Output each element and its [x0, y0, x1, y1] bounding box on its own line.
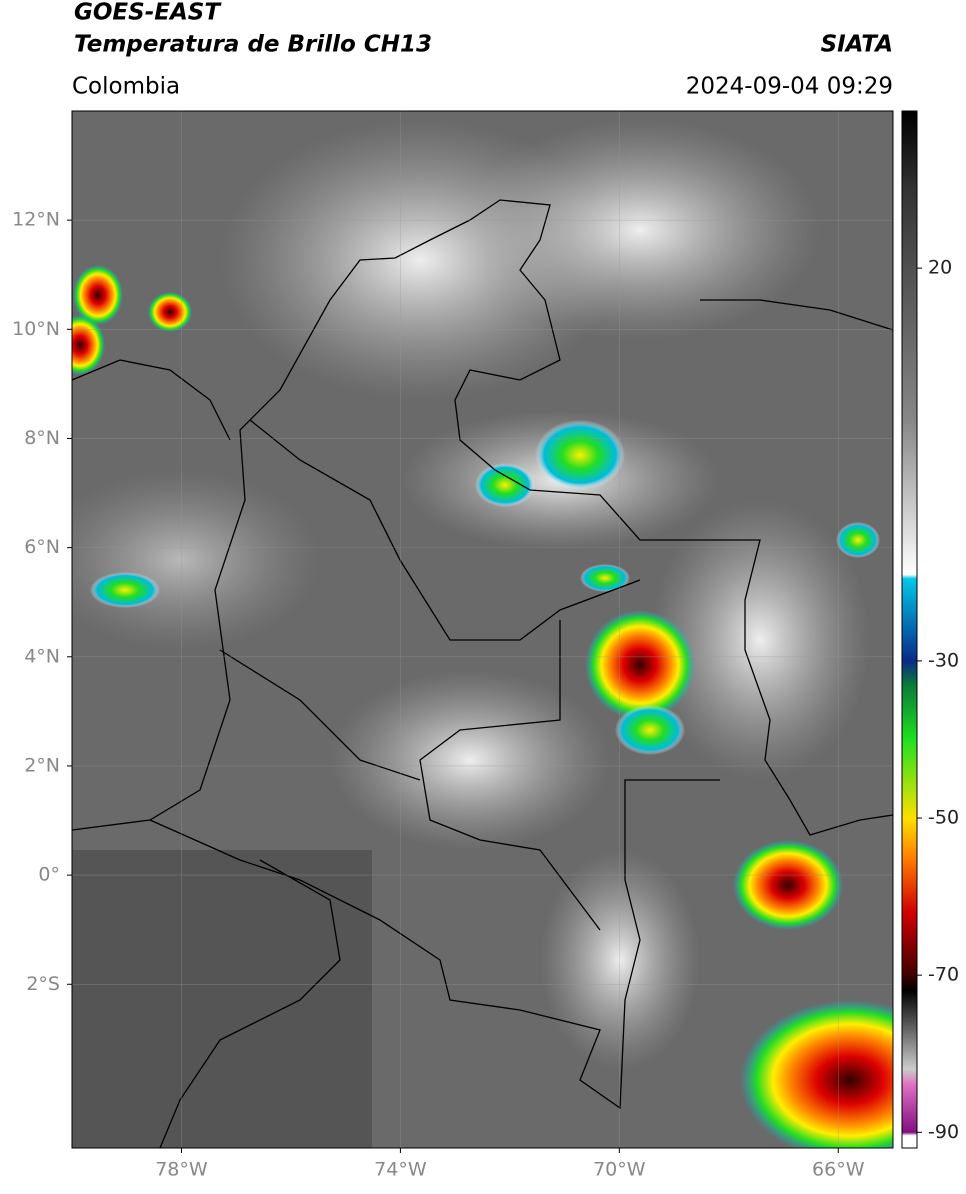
- datetime: 2024-09-04 09:29: [686, 74, 893, 100]
- lon-tick-label: 70°W: [593, 1159, 646, 1181]
- lat-tick-label: 0°: [38, 864, 60, 886]
- lon-tick-label: 78°W: [155, 1159, 208, 1181]
- source: SIATA: [821, 32, 893, 58]
- lat-tick-label: 2°N: [24, 754, 60, 776]
- title: GOES-EAST: [74, 0, 222, 26]
- lat-tick-label: 2°S: [26, 973, 60, 995]
- lon-tick-label: 66°W: [812, 1159, 865, 1181]
- colorbar-tick-label: -70: [928, 964, 959, 986]
- region: Colombia: [72, 74, 180, 100]
- graticule: [72, 111, 893, 1148]
- lat-tick-label: 10°N: [12, 318, 60, 340]
- colorbar-tick-label: -30: [928, 649, 959, 671]
- map-frame: [71, 110, 894, 1149]
- lat-tick-label: 8°N: [24, 427, 60, 449]
- colorbar-tick-label: 20: [928, 257, 952, 279]
- colorbar: [901, 110, 918, 1149]
- satellite-image: [72, 111, 893, 1148]
- lat-tick-label: 4°N: [24, 645, 60, 667]
- lat-tick-label: 6°N: [24, 536, 60, 558]
- subtitle: Temperatura de Brillo CH13: [74, 32, 432, 58]
- colorbar-tick-label: -90: [928, 1121, 959, 1143]
- lon-tick-label: 74°W: [374, 1159, 427, 1181]
- colorbar-tick-label: -50: [928, 807, 959, 829]
- lat-tick-label: 12°N: [12, 209, 60, 231]
